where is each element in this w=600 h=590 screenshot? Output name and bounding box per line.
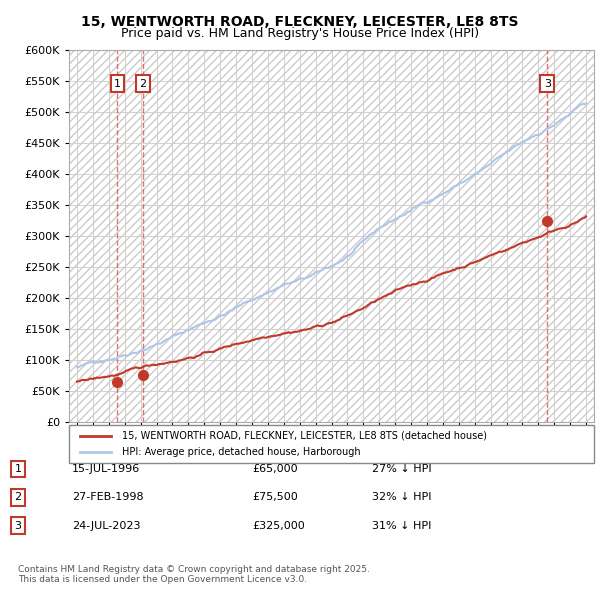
Text: 2: 2 [140, 78, 146, 88]
Text: 27% ↓ HPI: 27% ↓ HPI [372, 464, 431, 474]
Text: Contains HM Land Registry data © Crown copyright and database right 2025.
This d: Contains HM Land Registry data © Crown c… [18, 565, 370, 584]
Text: 32% ↓ HPI: 32% ↓ HPI [372, 493, 431, 502]
Text: £325,000: £325,000 [252, 521, 305, 530]
Text: 15, WENTWORTH ROAD, FLECKNEY, LEICESTER, LE8 8TS: 15, WENTWORTH ROAD, FLECKNEY, LEICESTER,… [81, 15, 519, 29]
Text: 2: 2 [14, 493, 22, 502]
Text: 31% ↓ HPI: 31% ↓ HPI [372, 521, 431, 530]
Text: 3: 3 [544, 78, 551, 88]
Text: 1: 1 [14, 464, 22, 474]
Text: HPI: Average price, detached house, Harborough: HPI: Average price, detached house, Harb… [121, 447, 360, 457]
Text: £65,000: £65,000 [252, 464, 298, 474]
Text: £75,500: £75,500 [252, 493, 298, 502]
Text: 15, WENTWORTH ROAD, FLECKNEY, LEICESTER, LE8 8TS (detached house): 15, WENTWORTH ROAD, FLECKNEY, LEICESTER,… [121, 431, 487, 441]
Text: Price paid vs. HM Land Registry's House Price Index (HPI): Price paid vs. HM Land Registry's House … [121, 27, 479, 40]
Text: 1: 1 [114, 78, 121, 88]
Text: 15-JUL-1996: 15-JUL-1996 [72, 464, 140, 474]
Text: 3: 3 [14, 521, 22, 530]
Text: 27-FEB-1998: 27-FEB-1998 [72, 493, 143, 502]
FancyBboxPatch shape [69, 425, 594, 463]
Text: 24-JUL-2023: 24-JUL-2023 [72, 521, 140, 530]
